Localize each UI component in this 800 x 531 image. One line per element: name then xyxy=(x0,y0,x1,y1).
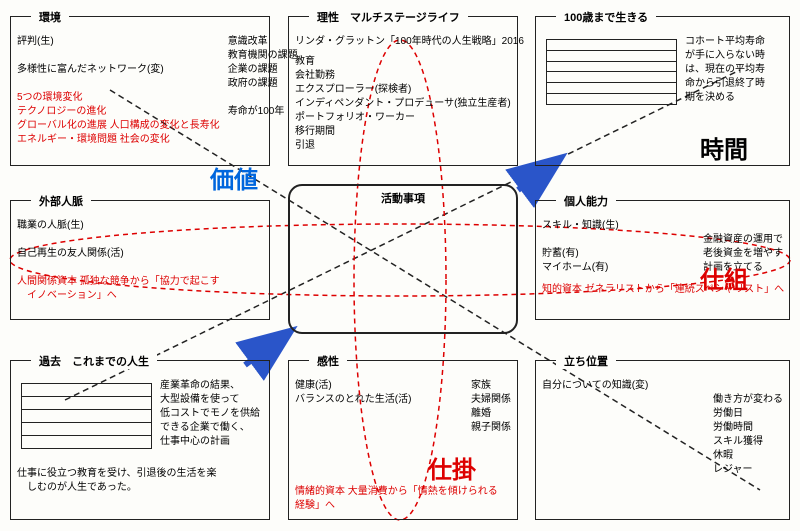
box-standing-position: 立ち位置 自分についての知識(変) 働き方が変わる労働日労働時間スキル獲得休暇レ… xyxy=(535,360,790,520)
text-line: エネルギー・環境問題 社会の変化 xyxy=(17,133,220,147)
text-line: が手に入らない時 xyxy=(685,49,765,63)
text-line: 離婚 xyxy=(471,407,511,421)
text-line: 会社勤務 xyxy=(295,69,511,83)
text-line: 移行期間 xyxy=(295,125,511,139)
text-line: 自分についての知識(変) xyxy=(542,379,648,393)
text-line: ポートフォリオ・ワーカー xyxy=(295,111,511,125)
text-line: 職業の人脈(生) xyxy=(17,219,263,233)
text-line: 人間関係資本 孤独な競争から「協力で起こす xyxy=(17,275,263,289)
past-mini-table xyxy=(21,383,152,449)
box-title: 100歳まで生きる xyxy=(556,9,656,25)
text-line: 家族 xyxy=(471,379,511,393)
text-line: 働き方が変わる xyxy=(713,393,783,407)
text-line: エクスプローラー(探検者) xyxy=(295,83,511,97)
box-title: 理性 マルチステージライフ xyxy=(309,9,468,25)
text-line: 大型設備を使って xyxy=(160,393,260,407)
text-line: 多様性に富んだネットワーク(変) xyxy=(17,63,220,77)
box-title: 過去 これまでの人生 xyxy=(31,353,157,369)
box-title: 外部人脈 xyxy=(31,193,91,209)
text-line: スキル獲得 xyxy=(713,435,783,449)
text-line: 低コストでモノを供給 xyxy=(160,407,260,421)
box-personal-ability: 個人能力 スキル・知識(生) 貯蓄(有)マイホーム(有) 金融資産の運用で老後資… xyxy=(535,200,790,320)
text-line: できる企業で働く、 xyxy=(160,421,260,435)
text-line: イノベーション」へ xyxy=(17,289,263,303)
text-line: 夫婦関係 xyxy=(471,393,511,407)
text-line: 老後資金を増やす xyxy=(703,247,783,261)
text-line: スキル・知識(生) xyxy=(542,219,619,233)
text-line: 産業革命の結果、 xyxy=(160,379,260,393)
text-line: 健康(活) xyxy=(295,379,411,393)
text-line: コホート平均寿命 xyxy=(685,35,765,49)
text-line: 貯蓄(有) xyxy=(542,247,619,261)
text-line: 仕事中心の計画 xyxy=(160,435,260,449)
reason-subtitle: リンダ・グラットン「100年時代の人生戦略」2016 xyxy=(295,35,511,49)
text-line: 情緒的資本 大量消費から「情熱を傾けられる xyxy=(295,485,511,499)
text-line: 仕事に役立つ教育を受け、引退後の生活を楽 xyxy=(17,467,263,481)
text-line xyxy=(17,261,263,275)
text-line: テクノロジーの進化 xyxy=(17,105,220,119)
box-title: 環境 xyxy=(31,9,69,25)
text-line xyxy=(542,233,619,247)
text-line: 期を決める xyxy=(685,91,765,105)
text-line xyxy=(17,233,263,247)
label-shikumi: 仕組 xyxy=(700,260,748,295)
text-line: インディペンダント・プロデューサ(独立生産者) xyxy=(295,97,511,111)
text-line: 引退 xyxy=(295,139,511,153)
text-line: 金融資産の運用で xyxy=(703,233,783,247)
box-environment: 環境 評判(生) 多様性に富んだネットワーク(変) 5つの環境変化テクノロジーの… xyxy=(10,16,270,166)
box-past-life: 過去 これまでの人生 産業革命の結果、大型設備を使って低コストでモノを供給できる… xyxy=(10,360,270,520)
box-title: 個人能力 xyxy=(556,193,616,209)
box-title: 感性 xyxy=(309,353,347,369)
text-line xyxy=(703,219,783,233)
label-time: 時間 xyxy=(700,130,748,165)
box-live-to-100: 100歳まで生きる コホート平均寿命が手に入らない時は、現在の平均寿命から引退終… xyxy=(535,16,790,166)
label-shikake: 仕掛 xyxy=(428,450,476,485)
text-line: 命から引退終了時 xyxy=(685,77,765,91)
box-title: 活動事項 xyxy=(373,190,433,206)
text-line: 自己再生の友人関係(活) xyxy=(17,247,263,261)
box-activity: 活動事項 xyxy=(288,184,518,334)
text-line: 経験」へ xyxy=(295,499,511,513)
text-line: 5つの環境変化 xyxy=(17,91,220,105)
text-line: マイホーム(有) xyxy=(542,261,619,275)
text-line: しむのが人生であった。 xyxy=(17,481,263,495)
text-line: 労働日 xyxy=(713,407,783,421)
label-value: 価値 xyxy=(210,160,258,195)
text-line: 労働時間 xyxy=(713,421,783,435)
text-line: バランスのとれた生活(活) xyxy=(295,393,411,407)
text-line: グローバル化の進展 人口構成の変化と長寿化 xyxy=(17,119,220,133)
text-line: 教育 xyxy=(295,55,511,69)
text-line: 評判(生) xyxy=(17,35,220,49)
box-title: 立ち位置 xyxy=(556,353,616,369)
text-line: 親子関係 xyxy=(471,421,511,435)
box-rationality: 理性 マルチステージライフ リンダ・グラットン「100年時代の人生戦略」2016… xyxy=(288,16,518,166)
text-line: は、現在の平均寿 xyxy=(685,63,765,77)
text-line xyxy=(17,77,220,91)
text-line xyxy=(17,49,220,63)
hundred-mini-table xyxy=(546,39,677,105)
text-line: 休暇 xyxy=(713,449,783,463)
box-sensibility: 感性 健康(活)バランスのとれた生活(活) 家族夫婦関係離婚親子関係 情緒的資本… xyxy=(288,360,518,520)
text-line: レジャー xyxy=(713,463,783,477)
box-external-network: 外部人脈 職業の人脈(生) 自己再生の友人関係(活) 人間関係資本 孤独な競争か… xyxy=(10,200,270,320)
